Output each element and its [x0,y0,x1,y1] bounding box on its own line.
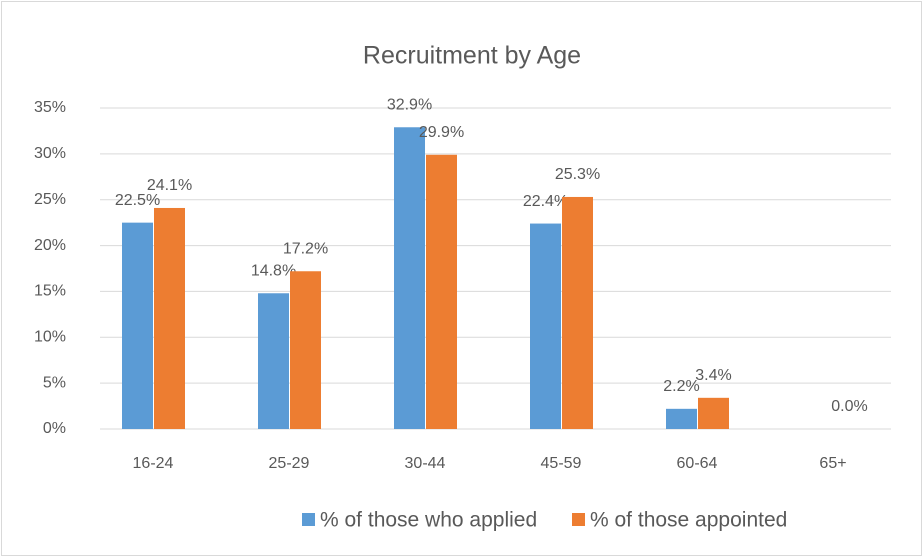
y-tick-label: 30% [34,145,66,162]
legend-swatch [302,513,315,526]
bar [290,271,321,429]
data-label: 22.5% [115,192,160,209]
y-tick-label: 25% [34,191,66,208]
data-label: 0.0% [831,398,867,415]
x-tick-label: 25-29 [269,455,310,472]
legend-swatch [572,513,585,526]
bar [666,408,697,429]
data-label: 25.3% [555,166,600,183]
x-tick-label: 30-44 [405,455,446,472]
y-tick-label: 10% [34,329,66,346]
legend-label: % of those who applied [320,509,537,532]
x-tick-label: 16-24 [133,455,174,472]
chart-title: Recruitment by Age [363,42,581,70]
bar [698,397,729,429]
data-label: 32.9% [387,96,432,113]
legend-label: % of those appointed [590,509,787,532]
x-tick-label: 65+ [819,455,846,472]
x-tick-label: 60-64 [677,455,718,472]
bar [530,223,561,429]
data-label: 22.4% [523,193,568,210]
bar [258,293,289,429]
y-tick-label: 20% [34,237,66,254]
data-label: 2.2% [663,378,699,395]
y-tick-label: 35% [34,99,66,116]
bar [562,196,593,429]
data-label: 29.9% [419,124,464,141]
bar [122,222,153,429]
data-label: 24.1% [147,177,192,194]
bar [426,154,457,429]
bar [154,207,185,429]
data-label: 14.8% [251,262,296,279]
y-tick-label: 5% [43,374,66,391]
x-tick-label: 45-59 [541,455,582,472]
y-tick-label: 0% [43,420,66,437]
data-label: 3.4% [695,367,731,384]
bar [394,127,425,429]
y-tick-label: 15% [34,283,66,300]
data-label: 17.2% [283,240,328,257]
